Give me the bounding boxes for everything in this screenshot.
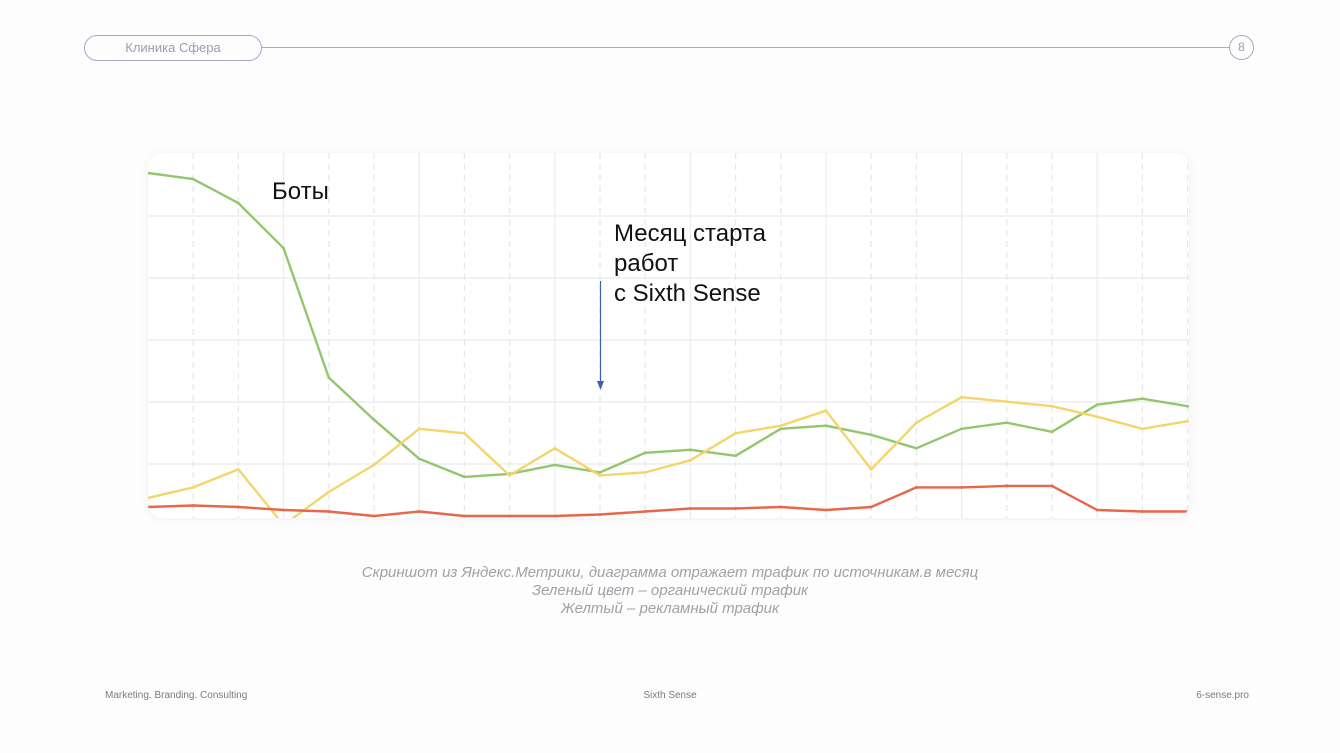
series-point-2	[689, 507, 692, 510]
series-point-1	[417, 427, 421, 431]
series-point-0	[417, 457, 421, 461]
series-point-2	[960, 486, 963, 489]
series-point-0	[779, 427, 783, 431]
series-point-2	[1141, 510, 1144, 513]
series-point-2	[1050, 484, 1054, 488]
series-point-1	[869, 467, 873, 471]
series-point-1	[779, 424, 783, 428]
series-point-2	[1186, 510, 1189, 513]
series-point-1	[553, 446, 557, 450]
series-point-0	[237, 201, 240, 205]
caption-line: Зеленый цвет – органический трафик	[531, 582, 809, 599]
series-point-2	[915, 486, 918, 489]
series-line-0	[148, 171, 1188, 479]
series-point-0	[643, 451, 647, 455]
series-point-2	[282, 508, 285, 512]
series-point-2	[553, 514, 557, 518]
caption-line: Желтый – рекламный трафик	[560, 600, 780, 617]
series-point-1	[689, 458, 692, 462]
series-point-1	[1141, 427, 1144, 431]
series-point-0	[282, 246, 285, 250]
series-point-0	[553, 463, 557, 467]
client-label: Клиника Сфера	[84, 35, 262, 61]
bots-annotation: Боты	[272, 178, 329, 205]
series-point-0	[148, 171, 150, 175]
series-point-0	[191, 177, 195, 181]
series-point-2	[372, 514, 376, 518]
series-point-0	[463, 475, 466, 479]
series-point-0	[1186, 404, 1189, 408]
series-point-1	[372, 463, 376, 467]
page-number: 8	[1229, 35, 1254, 60]
series-point-0	[1005, 421, 1009, 425]
chart-card: Боты Месяц старта работ с Sixth Sense	[148, 153, 1189, 518]
footer-site: 6-sense.pro	[1196, 690, 1249, 701]
series-point-2	[191, 504, 195, 507]
series-point-2	[237, 505, 240, 509]
series-point-2	[1095, 508, 1099, 512]
series-point-0	[915, 446, 918, 450]
series-point-1	[327, 490, 331, 494]
series-point-1	[1095, 415, 1099, 419]
series-point-2	[463, 514, 466, 518]
series-point-0	[598, 470, 602, 474]
series-point-0	[1050, 430, 1054, 434]
start-month-annotation: Месяц старта работ с Sixth Sense	[614, 220, 766, 307]
footer-tagline: Marketing. Branding. Consulting	[105, 690, 248, 701]
series-point-0	[960, 427, 963, 431]
series-point-1	[1050, 404, 1054, 408]
traffic-chart	[148, 153, 1189, 518]
series-point-0	[1095, 403, 1099, 407]
series-point-2	[148, 505, 150, 509]
series-point-1	[915, 421, 918, 425]
series-point-0	[689, 448, 692, 452]
series-point-2	[779, 505, 783, 509]
series-point-1	[148, 496, 150, 500]
caption-line: Скриншот из Яндекс.Метрики, диаграмма от…	[361, 564, 979, 581]
series-point-1	[598, 473, 602, 477]
series-point-0	[372, 418, 376, 422]
series-point-2	[734, 507, 737, 510]
series-point-1	[463, 431, 466, 435]
series-point-0	[734, 454, 737, 458]
series-line-1	[148, 396, 1188, 518]
series-point-0	[824, 424, 828, 428]
chart-caption: Скриншот из Яндекс.Метрики, диаграмма от…	[0, 564, 1340, 618]
series-point-1	[1005, 400, 1009, 404]
header-divider	[262, 47, 1229, 48]
series-point-2	[508, 514, 511, 518]
series-point-2	[869, 505, 873, 509]
series-point-1	[191, 486, 195, 489]
series-point-2	[824, 508, 828, 512]
series-point-0	[327, 376, 331, 380]
footer-brand: Sixth Sense	[643, 690, 697, 701]
series-point-2	[417, 510, 421, 513]
series-point-1	[1186, 419, 1189, 423]
start-month-arrow-head	[597, 381, 604, 390]
series-point-2	[1005, 484, 1009, 488]
series-point-1	[734, 431, 737, 435]
series-point-1	[824, 409, 828, 413]
series-point-1	[643, 470, 647, 474]
series-point-2	[327, 510, 331, 513]
series-point-2	[598, 513, 602, 516]
series-point-1	[960, 395, 963, 399]
series-point-1	[237, 467, 240, 471]
series-point-2	[643, 510, 647, 513]
series-point-0	[869, 433, 873, 437]
series-line-2	[148, 484, 1188, 518]
series-point-0	[1141, 397, 1144, 401]
series-point-1	[508, 473, 511, 477]
